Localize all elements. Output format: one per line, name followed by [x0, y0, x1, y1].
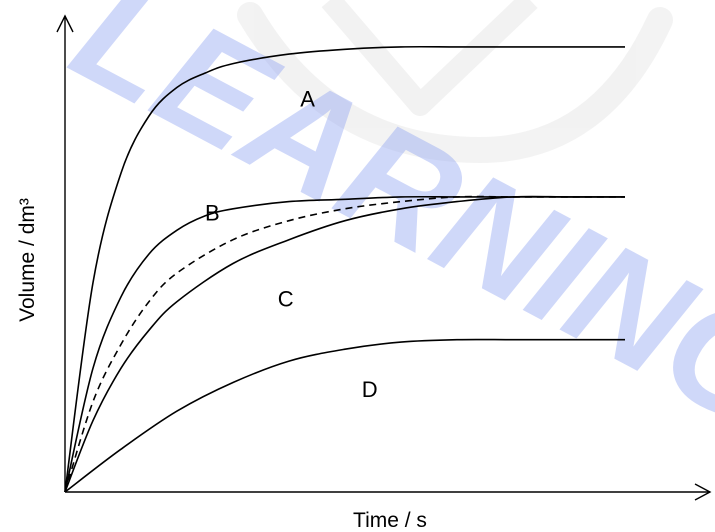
series-layer: [64, 45, 625, 493]
series-line-c: [64, 195, 625, 493]
series-line-a: [64, 45, 625, 493]
y-axis-arrowhead: [56, 14, 74, 33]
curve-label-c: C: [278, 286, 294, 311]
curve-label-b: B: [205, 201, 220, 226]
curve-label-a: A: [300, 86, 315, 111]
x-axis-arrowhead: [694, 483, 712, 501]
emblem-v: [321, 0, 538, 116]
y-axis-label: Volume / dm³: [16, 198, 39, 322]
curve-label-d: D: [362, 377, 378, 402]
series-line-d: [64, 338, 625, 493]
emblem-arc: [237, 2, 673, 164]
axes: [56, 14, 712, 501]
watermark-emblem: [237, 0, 673, 164]
x-axis-label: Time / s: [353, 509, 427, 532]
curve-label-layer: A B C D: [205, 86, 378, 401]
